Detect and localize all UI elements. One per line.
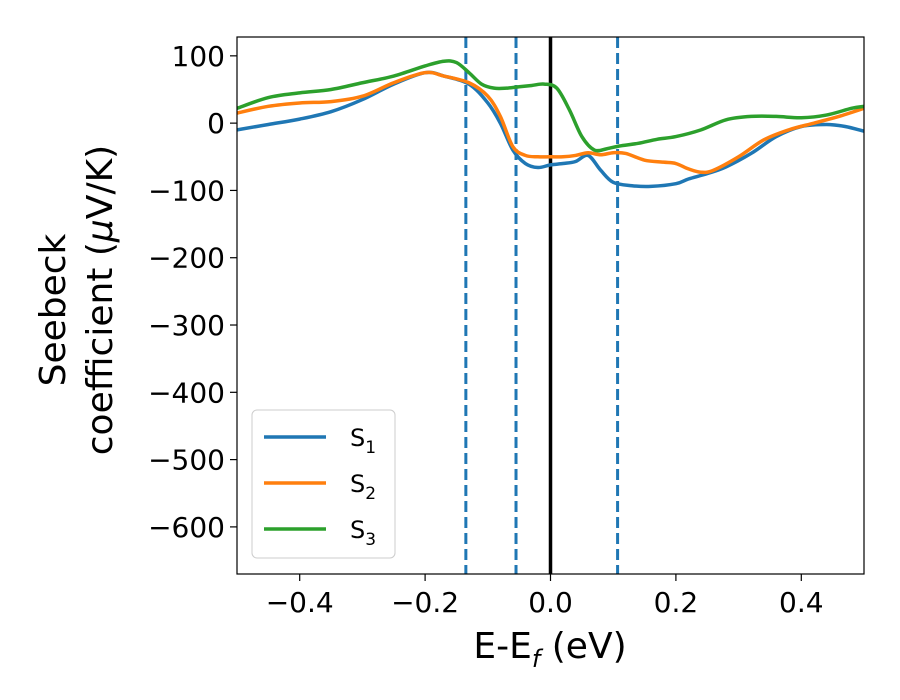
y-tick-label: −100 bbox=[148, 174, 225, 207]
x-tick-label: 0.0 bbox=[528, 586, 573, 619]
y-ticks: 100 0 −100 −200 −300 −400 −500 −600 bbox=[148, 40, 237, 544]
x-tick-label: 0.4 bbox=[779, 586, 824, 619]
series-line-s2 bbox=[237, 70, 864, 175]
y-tick-label: −600 bbox=[148, 511, 225, 544]
y-tick-label: −500 bbox=[148, 444, 225, 477]
x-tick-label: −0.4 bbox=[266, 586, 334, 619]
x-tick-label: −0.2 bbox=[391, 586, 459, 619]
legend-label-s1: S1 bbox=[350, 424, 376, 458]
legend-label-s2: S2 bbox=[350, 470, 376, 504]
y-tick-label: −200 bbox=[148, 242, 225, 275]
series-lines bbox=[237, 59, 864, 189]
y-tick-label: 100 bbox=[172, 40, 225, 73]
y-axis-label-line2: coefficient (μV/K) bbox=[80, 145, 121, 455]
legend: S1 S2 S3 bbox=[251, 409, 396, 559]
x-axis-label: E-Ef (eV) bbox=[473, 626, 626, 673]
series-line-s3 bbox=[237, 59, 864, 153]
y-tick-label: 0 bbox=[207, 107, 225, 140]
x-ticks: −0.4 −0.2 0.0 0.2 0.4 bbox=[266, 574, 824, 619]
x-tick-label: 0.2 bbox=[654, 586, 699, 619]
y-axis-label-line1: Seebeck bbox=[33, 233, 74, 386]
legend-label-s3: S3 bbox=[350, 516, 376, 550]
y-tick-label: −300 bbox=[148, 309, 225, 342]
reference-lines bbox=[464, 37, 620, 574]
y-tick-label: −400 bbox=[148, 376, 225, 409]
